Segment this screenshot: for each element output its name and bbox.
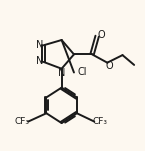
Text: N: N: [36, 56, 43, 66]
Text: Cl: Cl: [77, 67, 87, 77]
Text: N: N: [36, 40, 43, 50]
Text: O: O: [105, 61, 113, 71]
Text: N: N: [58, 68, 65, 78]
Text: CF₃: CF₃: [93, 117, 108, 126]
Text: O: O: [98, 30, 105, 40]
Text: CF₃: CF₃: [15, 117, 30, 126]
